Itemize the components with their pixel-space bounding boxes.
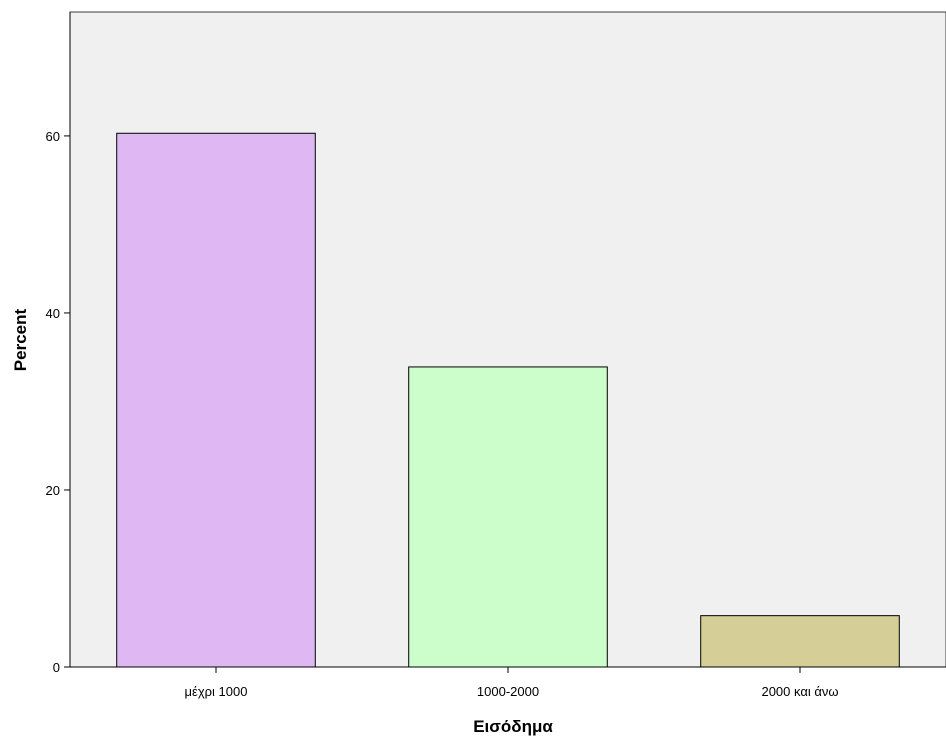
bar-1 — [116, 132, 316, 668]
x-tick-label: 2000 και άνω — [761, 684, 838, 699]
x-ticks-group: μέχρι 1000 1000-2000 2000 και άνω — [185, 667, 839, 699]
y-tick-label: 60 — [46, 129, 60, 144]
x-tick-label: μέχρι 1000 — [185, 684, 248, 699]
x-axis-title: Εισόδημα — [473, 717, 553, 736]
y-tick-label: 40 — [46, 306, 60, 321]
bar-3 — [700, 615, 900, 668]
bars-group — [116, 132, 900, 668]
y-axis-title: Percent — [11, 308, 30, 371]
x-tick-label: 1000-2000 — [477, 684, 539, 699]
y-ticks-group: 0 20 40 60 — [46, 129, 70, 675]
bar-2 — [408, 366, 608, 668]
y-tick-label: 0 — [53, 660, 60, 675]
y-tick-label: 20 — [46, 483, 60, 498]
